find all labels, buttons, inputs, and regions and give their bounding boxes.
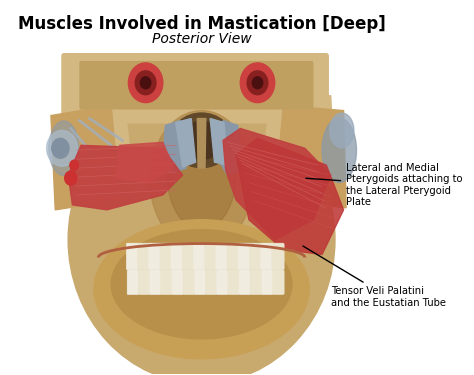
Ellipse shape [94,220,309,359]
FancyBboxPatch shape [79,61,313,110]
FancyBboxPatch shape [216,243,228,270]
Polygon shape [197,118,206,168]
FancyBboxPatch shape [205,243,217,270]
FancyBboxPatch shape [249,243,262,270]
FancyBboxPatch shape [149,243,161,270]
Ellipse shape [330,113,354,148]
FancyBboxPatch shape [227,243,239,270]
FancyBboxPatch shape [194,270,206,295]
FancyBboxPatch shape [137,243,150,270]
FancyBboxPatch shape [126,243,139,270]
FancyBboxPatch shape [183,270,195,295]
Polygon shape [262,96,335,178]
Text: Muscles Involved in Mastication [Deep]: Muscles Involved in Mastication [Deep] [18,15,385,33]
FancyBboxPatch shape [193,243,206,270]
FancyBboxPatch shape [182,243,195,270]
Polygon shape [163,120,186,173]
Circle shape [70,160,79,170]
Ellipse shape [150,111,253,249]
Text: Tensor Veli Palatini
and the Eustatian Tube: Tensor Veli Palatini and the Eustatian T… [303,246,446,308]
Ellipse shape [68,96,335,375]
Polygon shape [275,106,346,208]
Circle shape [52,138,69,158]
Circle shape [46,130,78,166]
Ellipse shape [322,118,356,183]
FancyBboxPatch shape [238,243,251,270]
Ellipse shape [180,122,223,159]
Text: Lateral and Medial
Pterygoids attaching to
the Lateral Pterygoid
Plate: Lateral and Medial Pterygoids attaching … [306,163,463,207]
Circle shape [247,71,268,95]
Circle shape [140,77,151,89]
FancyBboxPatch shape [250,270,262,295]
FancyBboxPatch shape [161,270,172,295]
Circle shape [64,171,77,185]
FancyBboxPatch shape [61,53,329,123]
Ellipse shape [167,120,236,230]
FancyBboxPatch shape [273,270,284,295]
Polygon shape [51,106,120,210]
Polygon shape [64,100,133,185]
FancyBboxPatch shape [205,270,217,295]
Polygon shape [116,142,174,182]
Polygon shape [176,118,196,167]
Ellipse shape [49,121,79,176]
FancyBboxPatch shape [127,270,139,295]
Polygon shape [219,120,243,175]
Polygon shape [236,138,344,255]
Polygon shape [210,118,228,165]
FancyBboxPatch shape [239,270,251,295]
Circle shape [252,77,263,89]
Circle shape [128,63,163,103]
Circle shape [135,71,156,95]
FancyBboxPatch shape [261,270,273,295]
FancyBboxPatch shape [160,243,172,270]
Ellipse shape [171,113,233,168]
FancyBboxPatch shape [149,270,161,295]
FancyBboxPatch shape [261,243,273,270]
Circle shape [240,63,275,103]
FancyBboxPatch shape [228,270,239,295]
Polygon shape [223,129,331,240]
Text: Posterior View: Posterior View [152,32,251,46]
FancyBboxPatch shape [171,243,183,270]
FancyBboxPatch shape [272,243,284,270]
FancyBboxPatch shape [172,270,183,295]
FancyBboxPatch shape [138,270,150,295]
Polygon shape [68,146,182,210]
Ellipse shape [111,230,292,339]
FancyBboxPatch shape [217,270,228,295]
